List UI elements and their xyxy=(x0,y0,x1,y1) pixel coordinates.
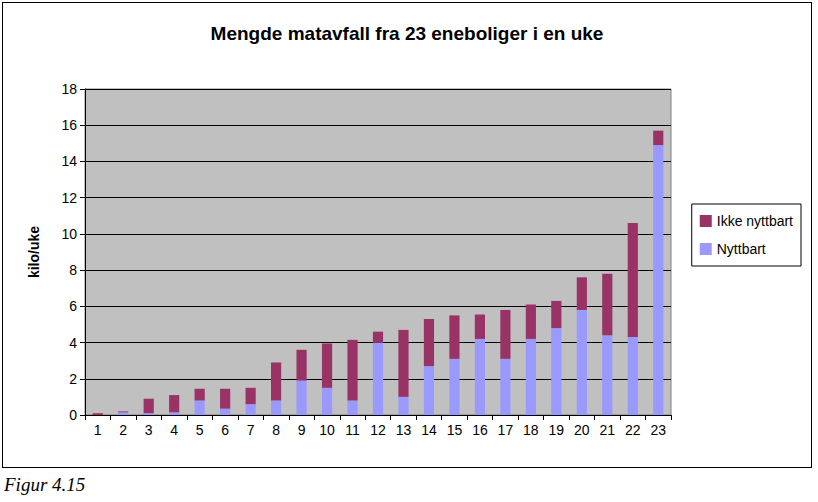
svg-text:7: 7 xyxy=(247,422,255,438)
svg-text:12: 12 xyxy=(61,190,77,206)
svg-text:4: 4 xyxy=(170,422,178,438)
svg-text:18: 18 xyxy=(523,422,539,438)
svg-text:14: 14 xyxy=(61,153,77,169)
svg-text:Nyttbart: Nyttbart xyxy=(717,241,766,257)
svg-text:1: 1 xyxy=(94,422,102,438)
svg-text:16: 16 xyxy=(472,422,488,438)
svg-text:21: 21 xyxy=(600,422,616,438)
svg-text:5: 5 xyxy=(196,422,204,438)
svg-text:10: 10 xyxy=(319,422,335,438)
svg-text:16: 16 xyxy=(61,117,77,133)
svg-text:0: 0 xyxy=(69,407,77,423)
html-text:Figur 4.15: Figur 4.15 xyxy=(4,474,86,495)
svg-text:18: 18 xyxy=(61,81,77,97)
svg-text:9: 9 xyxy=(298,422,306,438)
svg-text:15: 15 xyxy=(447,422,463,438)
svg-text:2: 2 xyxy=(69,371,77,387)
svg-text:13: 13 xyxy=(396,422,412,438)
svg-text:8: 8 xyxy=(272,422,280,438)
svg-text:2: 2 xyxy=(119,422,127,438)
svg-text:20: 20 xyxy=(574,422,590,438)
svg-text:10: 10 xyxy=(61,226,77,242)
svg-text:17: 17 xyxy=(498,422,514,438)
svg-text:Ikke nyttbart: Ikke nyttbart xyxy=(717,213,793,229)
svg-text:12: 12 xyxy=(370,422,386,438)
svg-text:23: 23 xyxy=(650,422,666,438)
svg-text:4: 4 xyxy=(69,335,77,351)
svg-text:kilo/uke: kilo/uke xyxy=(26,226,42,278)
svg-text:6: 6 xyxy=(221,422,229,438)
svg-text:3: 3 xyxy=(145,422,153,438)
svg-text:6: 6 xyxy=(69,298,77,314)
svg-text:14: 14 xyxy=(421,422,437,438)
svg-text:Mengde matavfall fra 23 enebol: Mengde matavfall fra 23 eneboliger i en … xyxy=(211,23,604,44)
svg-text:22: 22 xyxy=(625,422,641,438)
svg-text:8: 8 xyxy=(69,262,77,278)
svg-text:11: 11 xyxy=(345,422,360,438)
svg-text:19: 19 xyxy=(549,422,565,438)
